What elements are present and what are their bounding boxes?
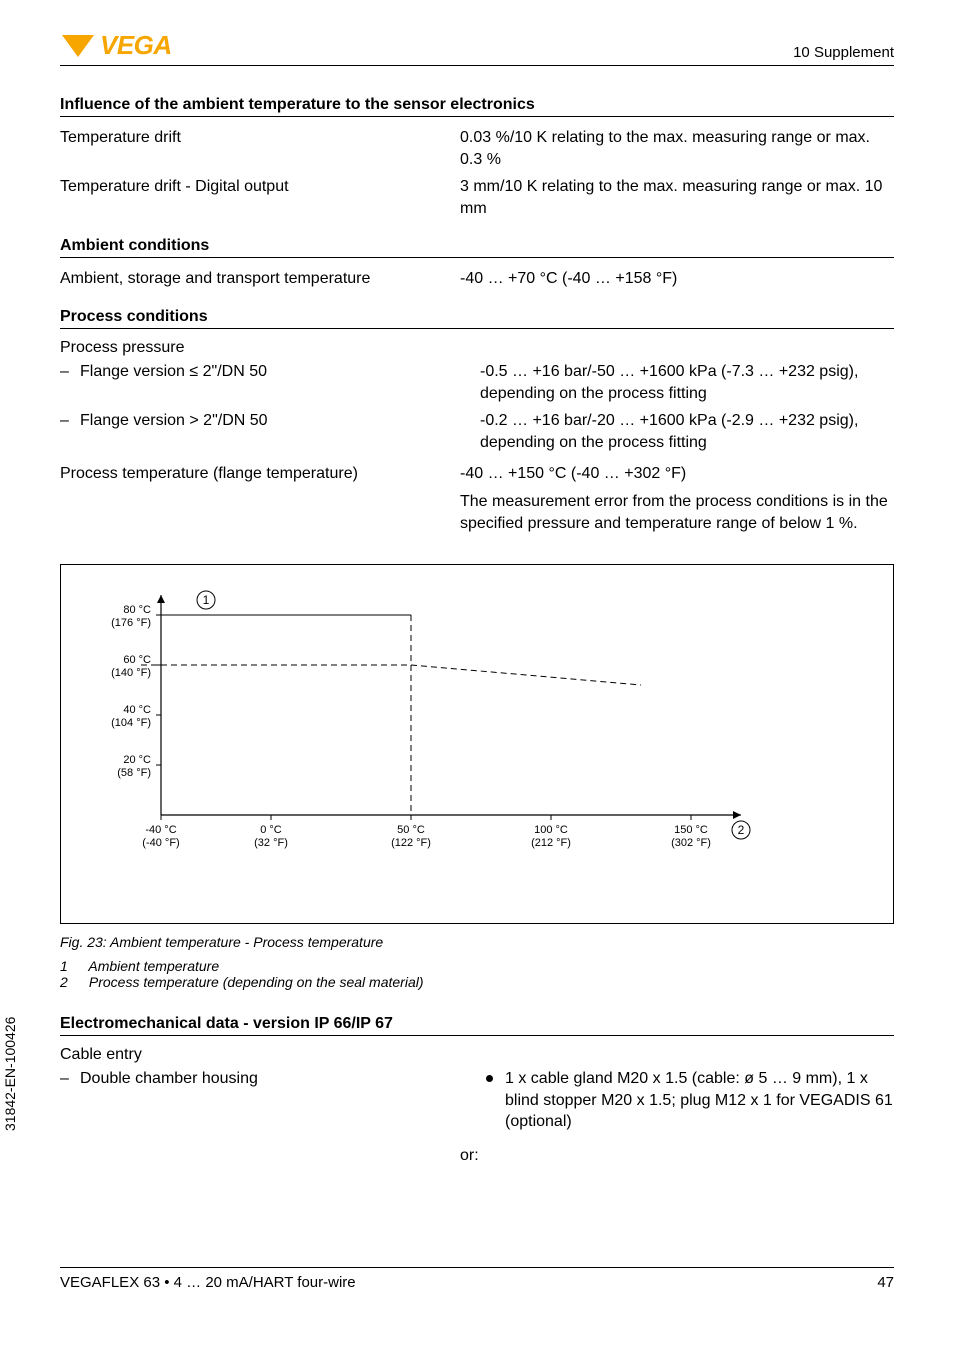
figure-caption: Fig. 23: Ambient temperature - Process t… [60, 934, 894, 950]
svg-text:(212 °F): (212 °F) [531, 837, 571, 849]
spec-row: Ambient, storage and transport temperatu… [60, 268, 894, 290]
logo-icon [60, 33, 96, 59]
legend-num: 2 [60, 974, 85, 990]
spec-row: The measurement error from the process c… [60, 491, 894, 534]
spec-value: -0.2 … +16 bar/-20 … +1600 kPa (-2.9 … +… [480, 410, 894, 453]
chapter-label: 10 Supplement [793, 44, 894, 61]
spec-label: Process temperature (flange temperature) [60, 463, 460, 485]
svg-text:80 °C: 80 °C [123, 604, 151, 616]
svg-text:40 °C: 40 °C [123, 704, 151, 716]
document-page: VEGA 10 Supplement Influence of the ambi… [0, 0, 954, 1331]
spec-value: -40 … +150 °C (-40 … +302 °F) [460, 463, 894, 485]
figure-legend: 1 Ambient temperature 2 Process temperat… [60, 958, 894, 990]
svg-text:(-40 °F): (-40 °F) [142, 837, 179, 849]
spec-bullet-value: 1 x cable gland M20 x 1.5 (cable: ø 5 … … [480, 1068, 894, 1133]
logo: VEGA [60, 30, 172, 61]
chart-svg: -40 °C(-40 °F) 0 °C(32 °F) 50 °C(122 °F) 10… [81, 585, 861, 885]
footer-page-number: 47 [877, 1274, 894, 1291]
legend-item: 2 Process temperature (depending on the … [60, 974, 894, 990]
svg-text:60 °C: 60 °C [123, 654, 151, 666]
logo-text: VEGA [100, 30, 172, 61]
svg-text:(176 °F): (176 °F) [111, 617, 151, 629]
spec-label: Flange version ≤ 2"/DN 50 [60, 361, 480, 404]
spec-note: The measurement error from the process c… [460, 491, 894, 534]
section-ambient-title: Ambient conditions [60, 237, 894, 258]
spec-label [60, 491, 460, 534]
spec-row: Double chamber housing 1 x cable gland M… [60, 1068, 894, 1133]
spec-label: Temperature drift [60, 127, 460, 170]
legend-text: Process temperature (depending on the se… [89, 974, 424, 990]
footer-left: VEGAFLEX 63 • 4 … 20 mA/HART four-wire [60, 1274, 356, 1291]
spec-value: 0.03 %/10 K relating to the max. measuri… [460, 127, 894, 170]
svg-text:50 °C: 50 °C [397, 824, 425, 836]
svg-text:100 °C: 100 °C [534, 824, 568, 836]
svg-text:2: 2 [738, 823, 745, 837]
svg-text:20 °C: 20 °C [123, 754, 151, 766]
spec-label [60, 1139, 460, 1167]
legend-text: Ambient temperature [88, 958, 219, 974]
legend-num: 1 [60, 958, 85, 974]
spec-label: Temperature drift - Digital output [60, 176, 460, 219]
or-text: or: [460, 1145, 894, 1167]
svg-text:-40 °C: -40 °C [145, 824, 176, 836]
page-footer: VEGAFLEX 63 • 4 … 20 mA/HART four-wire 4… [60, 1267, 894, 1291]
legend-item: 1 Ambient temperature [60, 958, 894, 974]
spec-row: Process temperature (flange temperature)… [60, 463, 894, 485]
svg-text:(32 °F): (32 °F) [254, 837, 288, 849]
temperature-chart: -40 °C(-40 °F) 0 °C(32 °F) 50 °C(122 °F) 10… [60, 564, 894, 924]
section-influence-title: Influence of the ambient temperature to … [60, 96, 894, 117]
svg-text:(58 °F): (58 °F) [117, 767, 151, 779]
spec-row: Flange version ≤ 2"/DN 50 -0.5 … +16 bar… [60, 361, 894, 404]
section-process-title: Process conditions [60, 308, 894, 329]
spec-label: Flange version > 2"/DN 50 [60, 410, 480, 453]
svg-text:(122 °F): (122 °F) [391, 837, 431, 849]
process-pressure-subhead: Process pressure [60, 339, 894, 357]
spec-label: Ambient, storage and transport temperatu… [60, 268, 460, 290]
spec-value: -40 … +70 °C (-40 … +158 °F) [460, 268, 894, 290]
cable-entry-subhead: Cable entry [60, 1046, 894, 1064]
svg-text:0 °C: 0 °C [260, 824, 282, 836]
spec-row: Temperature drift - Digital output 3 mm/… [60, 176, 894, 219]
svg-text:1: 1 [203, 593, 210, 607]
spec-value: 3 mm/10 K relating to the max. measuring… [460, 176, 894, 219]
page-header: VEGA 10 Supplement [60, 30, 894, 66]
spec-row: Flange version > 2"/DN 50 -0.2 … +16 bar… [60, 410, 894, 453]
svg-text:150 °C: 150 °C [674, 824, 708, 836]
svg-text:(302 °F): (302 °F) [671, 837, 711, 849]
spec-row: or: [60, 1139, 894, 1167]
document-id-vertical: 31842-EN-100426 [2, 1016, 18, 1130]
svg-text:(104 °F): (104 °F) [111, 717, 151, 729]
spec-label: Double chamber housing [60, 1068, 480, 1133]
spec-row: Temperature drift 0.03 %/10 K relating t… [60, 127, 894, 170]
svg-text:(140 °F): (140 °F) [111, 667, 151, 679]
section-electromech-title: Electromechanical data - version IP 66/I… [60, 1015, 894, 1036]
spec-value: -0.5 … +16 bar/-50 … +1600 kPa (-7.3 … +… [480, 361, 894, 404]
